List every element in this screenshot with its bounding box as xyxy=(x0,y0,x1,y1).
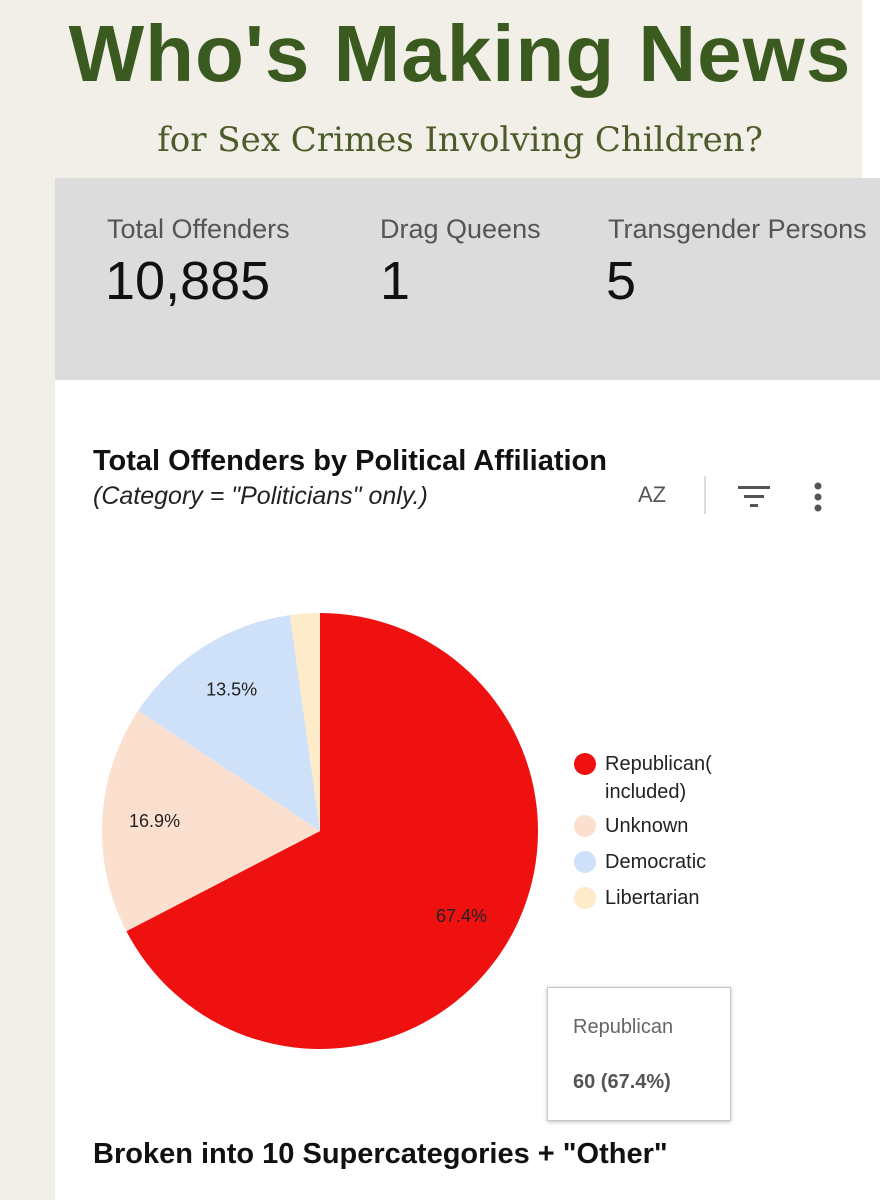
stat-value: 1 xyxy=(380,251,411,311)
stat-value: 10,885 xyxy=(105,251,271,311)
side-strip xyxy=(0,0,55,1200)
page-title: Who's Making News xyxy=(68,9,852,98)
stat-label: Transgender Persons xyxy=(608,214,867,244)
section-heading: Broken into 10 Supercategories + "Other" xyxy=(93,1138,668,1170)
stats-panel xyxy=(55,178,880,380)
page-subtitle: for Sex Crimes Involving Children? xyxy=(157,120,763,160)
header xyxy=(0,0,862,178)
tooltip-title: Republican xyxy=(573,1016,674,1038)
filter-button[interactable] xyxy=(736,483,772,513)
legend-marker xyxy=(574,851,596,873)
legend-label: Libertarian xyxy=(605,887,700,909)
tooltip-text: 60 (67.4%) xyxy=(573,1071,671,1093)
chart-title: Total Offenders by Political Affiliation xyxy=(93,445,607,477)
pie-slice xyxy=(289,613,320,831)
pie-slice xyxy=(101,710,320,932)
stat-label: Drag Queens xyxy=(380,214,541,244)
legend-label: Republican( included) xyxy=(605,753,712,803)
stat-value: 5 xyxy=(606,251,637,311)
chart-subtitle: (Category = "Politicians" only.) xyxy=(93,482,428,510)
sort-button[interactable]: AZ xyxy=(638,482,667,507)
data-label: 16.9% xyxy=(129,811,180,831)
tooltip xyxy=(547,987,731,1121)
pie-slice xyxy=(126,613,538,1050)
divider xyxy=(704,476,706,514)
stat-label: Total Offenders xyxy=(107,214,290,244)
data-label: 13.5% xyxy=(206,680,257,700)
legend-label: Democratic xyxy=(605,851,707,873)
data-label: 67.4% xyxy=(436,906,487,926)
more-button[interactable] xyxy=(810,482,826,514)
legend-label: Unknown xyxy=(605,815,689,837)
legend-marker xyxy=(574,815,596,837)
legend-marker xyxy=(574,887,596,909)
pie-slice xyxy=(138,615,320,831)
legend-marker xyxy=(574,753,596,775)
